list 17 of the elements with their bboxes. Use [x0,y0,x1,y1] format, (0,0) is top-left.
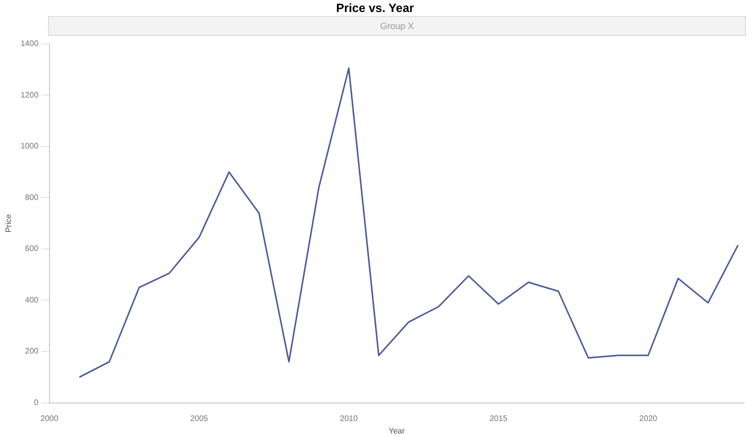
y-tick-label: 0 [34,398,39,408]
x-tick-label: 2010 [340,414,358,423]
y-tick-label: 200 [25,346,39,356]
y-axis-title: Price [4,214,14,232]
y-tick-label: 600 [25,244,39,254]
x-tick-label: 2005 [190,414,209,423]
y-tick-label: 1400 [20,39,39,48]
y-tick-label: 1200 [20,90,39,100]
y-tick-label: 800 [25,192,39,202]
chart-subtitle: Group X [48,16,746,36]
x-axis-title: Year [388,426,406,436]
x-tick-label: 2020 [639,414,658,423]
chart-title: Price vs. Year [335,0,415,16]
x-tick-label: 2000 [40,414,59,423]
y-tick-label: 400 [25,295,39,304]
y-tick-label: 1000 [20,142,39,151]
x-tick-label: 2015 [490,414,508,423]
